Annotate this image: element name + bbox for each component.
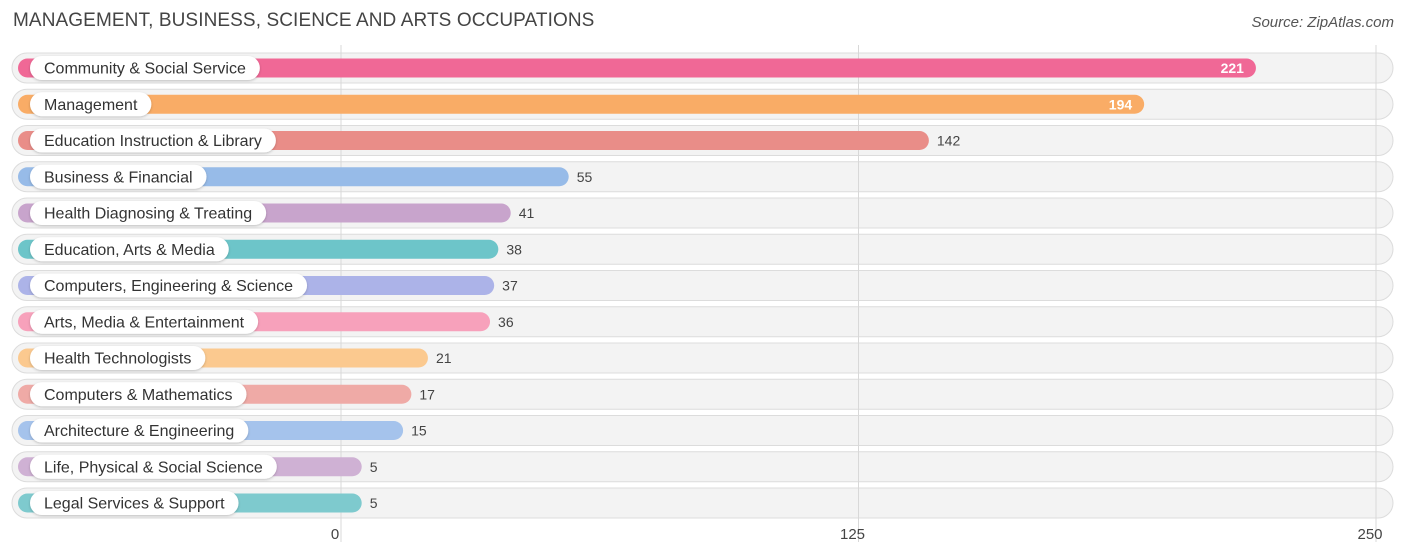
category-label-pill bbox=[30, 454, 277, 479]
category-label-pill bbox=[30, 309, 259, 334]
category-label: Education, Arts & Media bbox=[44, 242, 215, 259]
category-label: Management bbox=[44, 97, 138, 114]
category-label: Community & Social Service bbox=[44, 61, 246, 78]
value-label: 38 bbox=[506, 241, 522, 257]
value-label: 36 bbox=[498, 314, 514, 330]
bar bbox=[18, 58, 1256, 78]
category-label-pill bbox=[30, 418, 249, 443]
category-label: Health Diagnosing & Treating bbox=[44, 206, 252, 223]
category-label-pill bbox=[30, 491, 239, 515]
bar bbox=[18, 94, 1145, 114]
category-label: Business & Financial bbox=[44, 169, 193, 186]
value-label: 17 bbox=[419, 386, 435, 402]
chart-title: MANAGEMENT, BUSINESS, SCIENCE AND ARTS O… bbox=[13, 10, 595, 31]
value-label: 5 bbox=[370, 495, 378, 511]
value-label: 5 bbox=[370, 459, 378, 475]
category-label-pill bbox=[30, 201, 267, 225]
x-tick-label: 0 bbox=[331, 526, 339, 543]
category-label-pill bbox=[30, 92, 152, 117]
value-label: 194 bbox=[1109, 96, 1133, 112]
value-label: 142 bbox=[937, 133, 961, 149]
category-label-pill bbox=[30, 56, 260, 80]
value-label: 221 bbox=[1221, 60, 1245, 76]
category-label: Health Technologists bbox=[44, 351, 191, 368]
category-label-pill bbox=[30, 382, 247, 407]
category-label: Arts, Media & Entertainment bbox=[44, 314, 245, 331]
source-label: Source: ZipAtlas.com bbox=[1251, 14, 1394, 31]
value-label: 55 bbox=[577, 169, 593, 185]
x-tick-label: 125 bbox=[840, 526, 865, 543]
category-label-pill bbox=[30, 346, 206, 370]
category-label: Architecture & Engineering bbox=[44, 423, 234, 440]
category-label: Legal Services & Support bbox=[44, 496, 225, 513]
value-label: 37 bbox=[502, 278, 518, 294]
category-label-pill bbox=[30, 237, 229, 262]
category-label-pill bbox=[30, 164, 207, 189]
category-label: Computers & Mathematics bbox=[44, 387, 233, 404]
x-tick-label: 250 bbox=[1357, 526, 1382, 543]
category-label-pill bbox=[30, 128, 276, 153]
value-label: 41 bbox=[519, 205, 535, 221]
value-label: 15 bbox=[411, 423, 427, 439]
category-label: Computers, Engineering & Science bbox=[44, 278, 293, 295]
category-label-pill bbox=[30, 273, 308, 298]
category-label: Education Instruction & Library bbox=[44, 133, 262, 150]
category-label: Life, Physical & Social Science bbox=[44, 459, 263, 476]
value-label: 21 bbox=[436, 350, 452, 366]
